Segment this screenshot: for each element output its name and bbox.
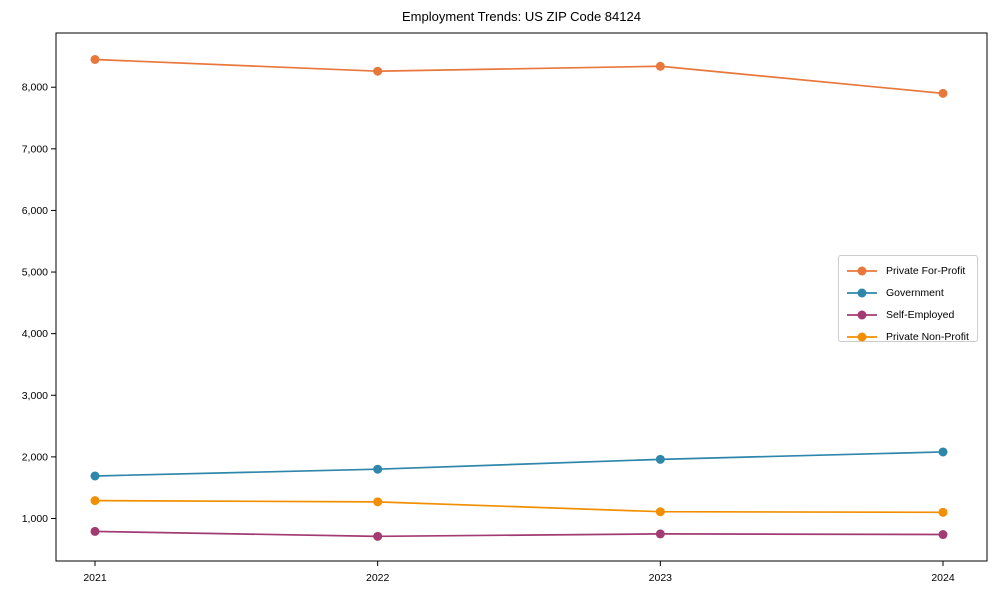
y-tick-label: 2,000 — [22, 451, 48, 463]
data-point-private-non-profit-2022 — [373, 497, 383, 507]
legend-label: Government — [886, 287, 944, 299]
series-line-private-for-profit — [94, 58, 944, 95]
data-point-self-employed-2021 — [90, 526, 100, 536]
y-tick-label: 1,000 — [22, 513, 48, 525]
y-tick-label: 5,000 — [22, 267, 48, 279]
series-line-government — [94, 451, 944, 477]
data-point-private-for-profit-2022 — [373, 66, 383, 76]
legend-line-marker-icon — [847, 332, 877, 342]
data-point-self-employed-2023 — [655, 529, 665, 539]
x-tick-label: 2022 — [366, 572, 390, 584]
legend-label: Private Non-Profit — [886, 331, 969, 343]
x-tick-label: 2023 — [649, 572, 673, 584]
data-point-private-non-profit-2023 — [655, 507, 665, 517]
data-point-private-non-profit-2021 — [90, 496, 100, 506]
plot-frame — [55, 32, 988, 562]
data-point-private-for-profit-2023 — [655, 61, 665, 71]
series-line-private-non-profit — [94, 499, 944, 514]
data-point-private-for-profit-2024 — [938, 88, 948, 98]
chart-title: Employment Trends: US ZIP Code 84124 — [402, 9, 641, 24]
data-point-self-employed-2024 — [938, 530, 948, 540]
data-point-government-2024 — [938, 447, 948, 457]
data-point-private-non-profit-2024 — [938, 507, 948, 517]
legend-line-marker-icon — [847, 288, 877, 298]
legend-item-government: Government — [846, 282, 977, 304]
y-tick-label: 4,000 — [22, 328, 48, 340]
data-point-government-2023 — [655, 454, 665, 464]
legend-label: Private For-Profit — [886, 265, 966, 277]
legend-item-private-for-profit: Private For-Profit — [846, 260, 977, 282]
x-tick-label: 2021 — [83, 572, 107, 584]
data-point-government-2022 — [373, 464, 383, 474]
y-tick-label: 3,000 — [22, 390, 48, 402]
x-tick-label: 2024 — [931, 572, 955, 584]
y-tick-label: 7,000 — [22, 143, 48, 155]
legend-item-private-non-profit: Private Non-Profit — [846, 326, 977, 348]
y-tick-label: 8,000 — [22, 82, 48, 94]
legend-line-marker-icon — [847, 310, 877, 320]
data-point-self-employed-2022 — [373, 531, 383, 541]
series-line-self-employed — [94, 530, 944, 538]
legend-label: Self-Employed — [886, 309, 955, 321]
data-point-private-for-profit-2021 — [90, 54, 100, 64]
legend-item-self-employed: Self-Employed — [846, 304, 977, 326]
legend-line-marker-icon — [847, 266, 877, 276]
data-point-government-2021 — [90, 471, 100, 481]
legend: Private For-Profit Government Self-Employe… — [838, 255, 978, 343]
y-tick-label: 6,000 — [22, 205, 48, 217]
